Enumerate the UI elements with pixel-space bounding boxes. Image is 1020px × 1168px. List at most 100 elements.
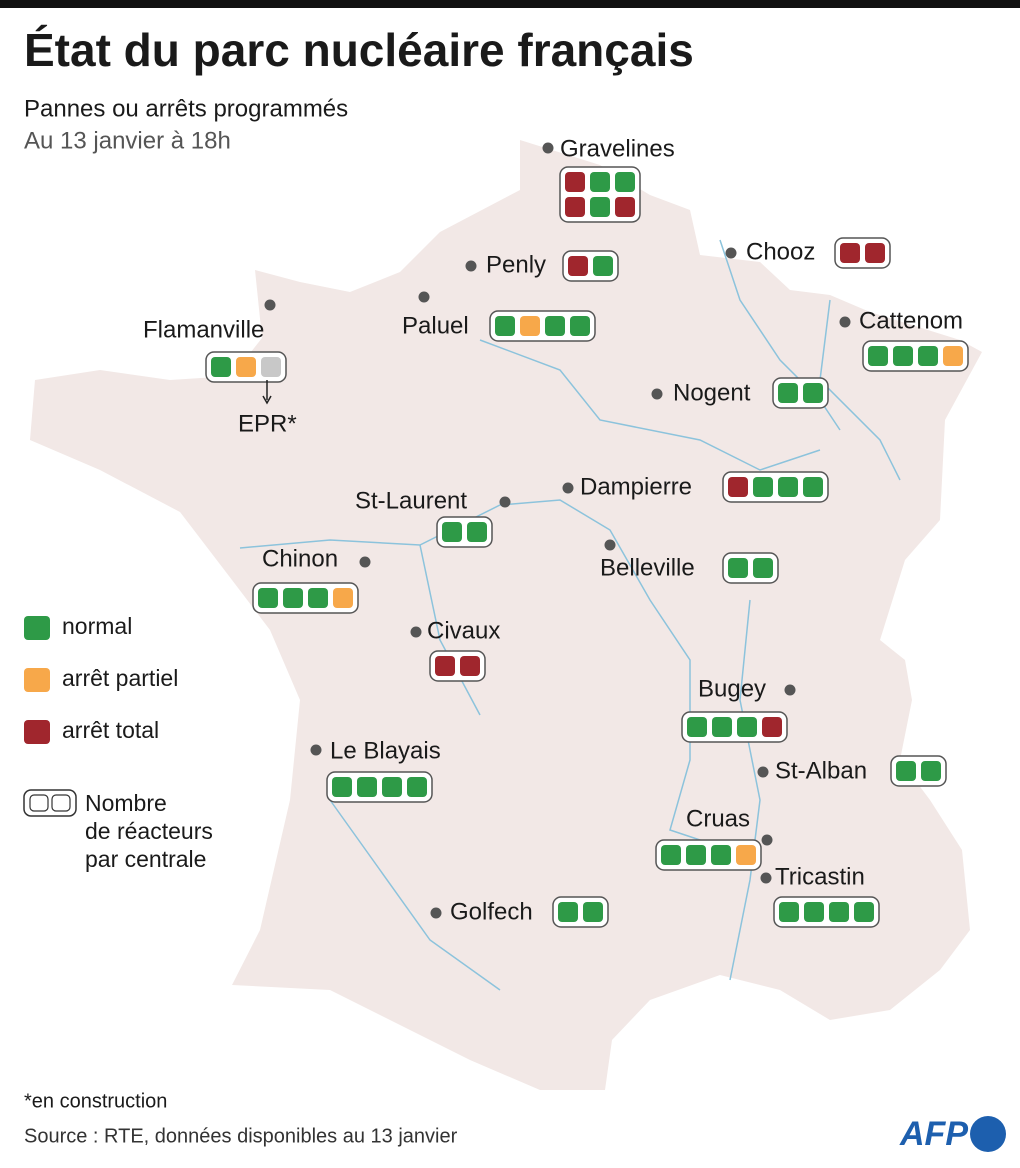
reactor — [840, 243, 860, 263]
reactor — [565, 197, 585, 217]
legend-swatch — [24, 616, 50, 640]
reactor — [943, 346, 963, 366]
legend-note: de réacteurs — [85, 818, 213, 844]
reactor — [737, 717, 757, 737]
plant: Gravelines — [542, 135, 675, 223]
plant-dot — [761, 834, 773, 846]
reactor — [753, 477, 773, 497]
reactor — [583, 902, 603, 922]
plant-label: Gravelines — [560, 135, 675, 162]
plant-dot — [651, 388, 663, 400]
reactor — [590, 197, 610, 217]
legend-swatch — [24, 720, 50, 744]
reactor — [711, 845, 731, 865]
reactor — [687, 717, 707, 737]
reactor — [442, 522, 462, 542]
rivers — [239, 239, 901, 991]
plant: Paluel — [402, 291, 596, 342]
plant: Nogent — [651, 377, 829, 409]
plant-dot — [410, 626, 422, 638]
reactor — [261, 357, 281, 377]
reactor — [568, 256, 588, 276]
plant-label: Chooz — [746, 238, 815, 265]
plant-dot — [264, 299, 276, 311]
plant-label: Nogent — [673, 379, 751, 406]
plant-dot — [760, 872, 772, 884]
plant-dot — [499, 496, 511, 508]
reactor — [736, 845, 756, 865]
plant: Chinon — [252, 545, 371, 614]
legend-swatch — [24, 668, 50, 692]
reactor — [803, 383, 823, 403]
plant-dot — [757, 766, 769, 778]
reactor — [565, 172, 585, 192]
plant-dot — [418, 291, 430, 303]
reactor — [803, 477, 823, 497]
legend-note: Nombre — [85, 790, 167, 816]
reactor-box — [655, 839, 762, 871]
reactor — [211, 357, 231, 377]
reactor-box — [489, 310, 596, 342]
plants: Gravelines Penly Chooz Paluel Flamanvill… — [143, 135, 969, 928]
reactor — [570, 316, 590, 336]
plant: Chooz — [725, 237, 891, 269]
reactor — [590, 172, 610, 192]
reactor — [407, 777, 427, 797]
plant-dot — [562, 482, 574, 494]
plant: St-Alban — [757, 755, 947, 787]
reactor — [753, 558, 773, 578]
reactor — [921, 761, 941, 781]
epr-arrowhead — [262, 395, 272, 405]
reactor-box — [773, 896, 880, 928]
reactor — [495, 316, 515, 336]
reactor — [460, 656, 480, 676]
plant-dot — [465, 260, 477, 272]
reactor — [868, 346, 888, 366]
reactor — [615, 172, 635, 192]
reactor — [661, 845, 681, 865]
plant: Flamanville — [143, 299, 287, 383]
reactor — [762, 717, 782, 737]
plant: Cattenom — [839, 307, 969, 372]
plant: St-Laurent — [355, 487, 511, 548]
reactor — [728, 477, 748, 497]
legend-label: arrêt total — [62, 717, 159, 743]
legend-label: arrêt partiel — [62, 665, 178, 691]
plant-dot — [359, 556, 371, 568]
legend-label: normal — [62, 613, 132, 639]
reactor — [804, 902, 824, 922]
top-bar — [0, 0, 1020, 8]
reactor — [854, 902, 874, 922]
plant-label: St-Alban — [775, 757, 867, 784]
plant-dot — [430, 907, 442, 919]
reactor — [357, 777, 377, 797]
reactor — [896, 761, 916, 781]
reactor — [258, 588, 278, 608]
reactor — [778, 383, 798, 403]
reactor — [308, 588, 328, 608]
legend-box-cell — [29, 794, 49, 812]
legend: normal arrêt partiel arrêt total — [24, 613, 178, 744]
plant-dot — [604, 539, 616, 551]
plant: Belleville — [600, 539, 779, 584]
reactor — [593, 256, 613, 276]
plant-label: Tricastin — [775, 863, 865, 890]
plant-dot — [839, 316, 851, 328]
plant-dot — [542, 142, 554, 154]
reactor — [829, 902, 849, 922]
plant: Civaux — [410, 617, 500, 682]
plant-label: Chinon — [262, 545, 338, 572]
afp-logo: AFP — [899, 1115, 968, 1153]
reactor — [865, 243, 885, 263]
plant-label: Golfech — [450, 898, 533, 925]
reactor-box — [326, 771, 433, 803]
plant-label: Bugey — [698, 675, 766, 702]
plant: Tricastin — [760, 863, 880, 928]
subtitle: Pannes ou arrêts programmés — [24, 95, 348, 122]
reactor — [615, 197, 635, 217]
reactor — [467, 522, 487, 542]
plant-dot — [725, 247, 737, 259]
reactor — [558, 902, 578, 922]
reactor — [779, 902, 799, 922]
